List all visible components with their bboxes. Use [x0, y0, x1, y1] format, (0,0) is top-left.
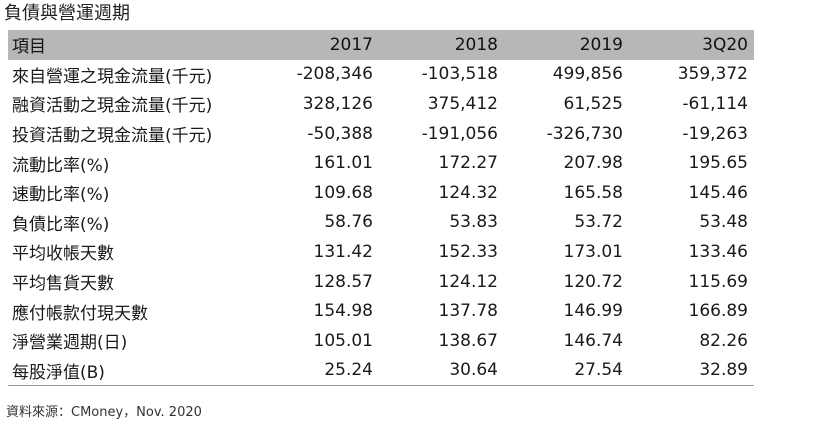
- table-row: 淨營業週期(日) 105.01 138.67 146.74 82.26: [8, 326, 754, 356]
- table-cell: 166.89: [688, 301, 748, 322]
- table-row: 平均收帳天數 131.42 152.33 173.01 133.46: [8, 237, 754, 267]
- table-row: 負債比率(%) 58.76 53.83 53.72 53.48: [8, 208, 754, 238]
- table-cell: 25.24: [254, 355, 379, 387]
- row-label: 流動比率(%): [12, 155, 110, 176]
- table-row: 平均售貨天數 128.57 124.12 120.72 115.69: [8, 267, 754, 297]
- table-cell: 131.42: [313, 241, 373, 262]
- column-header-3q20: 3Q20: [702, 34, 748, 55]
- column-header-2018: 2018: [454, 34, 498, 55]
- table-cell: 173.01: [563, 241, 623, 262]
- row-label: 平均收帳天數: [12, 244, 114, 265]
- table-cell: -103,518: [421, 64, 498, 85]
- table-header-row: 項目 2017 2018 2019 3Q20: [8, 30, 754, 60]
- table-cell: 128.57: [313, 271, 373, 292]
- row-label: 來自營運之現金流量(千元): [12, 66, 213, 87]
- table-cell: 154.98: [313, 301, 373, 322]
- table-cell: 375,412: [427, 93, 498, 114]
- source-note: 資料來源：CMoney，Nov. 2020: [6, 405, 202, 420]
- table-cell: 138.67: [438, 330, 498, 351]
- table-cell: -208,346: [296, 64, 373, 85]
- page-title: 負債與營運週期: [4, 3, 130, 24]
- table-cell: -19,263: [682, 123, 748, 144]
- table-cell: 172.27: [438, 153, 498, 174]
- table-row: 來自營運之現金流量(千元) -208,346 -103,518 499,856 359,…: [8, 60, 754, 90]
- table-cell: 105.01: [313, 330, 373, 351]
- row-label: 淨營業週期(日): [12, 333, 128, 354]
- column-header-2017: 2017: [329, 34, 373, 55]
- table-row: 每股淨值(B) 25.24 30.64 27.54 32.89: [8, 355, 754, 387]
- table-cell: 53.72: [574, 212, 623, 233]
- table-cell: 195.65: [688, 153, 748, 174]
- table-cell: 152.33: [438, 241, 498, 262]
- row-label: 平均售貨天數: [12, 274, 114, 295]
- table-cell: 137.78: [438, 301, 498, 322]
- table-cell: 328,126: [302, 93, 373, 114]
- table-cell: 32.89: [629, 355, 754, 387]
- table-cell: 124.12: [438, 271, 498, 292]
- table-row: 融資活動之現金流量(千元) 328,126 375,412 61,525 -61,114: [8, 89, 754, 119]
- table-body: 來自營運之現金流量(千元) -208,346 -103,518 499,856 359,…: [8, 60, 754, 387]
- financial-table: 項目 2017 2018 2019 3Q20 來自營運之現金流量(千元) -208…: [8, 30, 754, 387]
- table-cell: 146.74: [563, 330, 623, 351]
- table-cell: -50,388: [307, 123, 373, 144]
- table-row: 速動比率(%) 109.68 124.32 165.58 145.46: [8, 178, 754, 208]
- table-row: 投資活動之現金流量(千元) -50,388 -191,056 -326,730 -19,…: [8, 119, 754, 149]
- table-cell: 499,856: [552, 64, 623, 85]
- table-cell: 58.76: [324, 212, 373, 233]
- row-label: 應付帳款付現天數: [12, 303, 148, 324]
- table-cell: 82.26: [699, 330, 748, 351]
- table-cell: 53.48: [699, 212, 748, 233]
- table-cell: 27.54: [504, 355, 629, 387]
- table-cell: 30.64: [379, 355, 504, 387]
- column-header-item: 項目: [12, 37, 46, 58]
- row-label: 速動比率(%): [12, 185, 110, 206]
- table-cell: 161.01: [313, 153, 373, 174]
- table-cell: 146.99: [563, 301, 623, 322]
- table-cell: 109.68: [313, 182, 373, 203]
- table-cell: 53.83: [449, 212, 498, 233]
- column-header-2019: 2019: [579, 34, 623, 55]
- row-label: 融資活動之現金流量(千元): [12, 96, 213, 117]
- table-cell: 165.58: [563, 182, 623, 203]
- row-label: 每股淨值(B): [8, 355, 254, 387]
- table-cell: 207.98: [563, 153, 623, 174]
- table-cell: 61,525: [563, 93, 623, 114]
- table-cell: 359,372: [677, 64, 748, 85]
- row-label: 投資活動之現金流量(千元): [12, 126, 213, 147]
- table-cell: 145.46: [688, 182, 748, 203]
- table-cell: -61,114: [682, 93, 748, 114]
- table-cell: 115.69: [688, 271, 748, 292]
- table-cell: 120.72: [563, 271, 623, 292]
- row-label: 負債比率(%): [12, 214, 110, 235]
- table-cell: -326,730: [546, 123, 623, 144]
- table-row: 流動比率(%) 161.01 172.27 207.98 195.65: [8, 148, 754, 178]
- table-cell: 133.46: [688, 241, 748, 262]
- table-cell: 124.32: [438, 182, 498, 203]
- table-cell: -191,056: [421, 123, 498, 144]
- table-row: 應付帳款付現天數 154.98 137.78 146.99 166.89: [8, 296, 754, 326]
